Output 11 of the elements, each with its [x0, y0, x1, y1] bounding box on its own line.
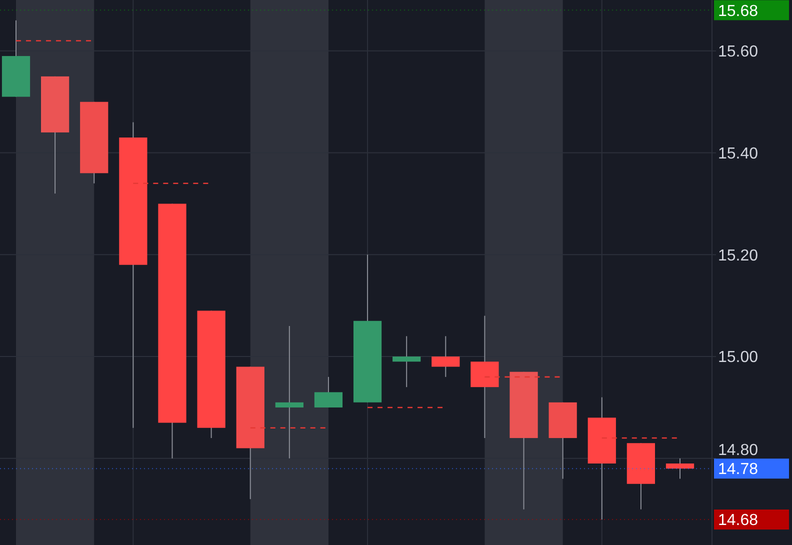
ref-line-label: 14.78 — [718, 461, 758, 478]
y-tick-label: 14.80 — [718, 442, 758, 460]
candlestick — [275, 325, 304, 459]
y-tick-label: 15.60 — [718, 44, 758, 61]
y-tick-label: 15.00 — [718, 349, 758, 366]
candlestick — [666, 458, 694, 480]
y-tick-label: 15.20 — [718, 247, 758, 264]
candlestick — [392, 336, 421, 388]
y-tick-label: 15.40 — [718, 145, 758, 162]
ref-line-label: 15.68 — [718, 2, 758, 20]
ref-line-label: 14.68 — [718, 512, 758, 530]
